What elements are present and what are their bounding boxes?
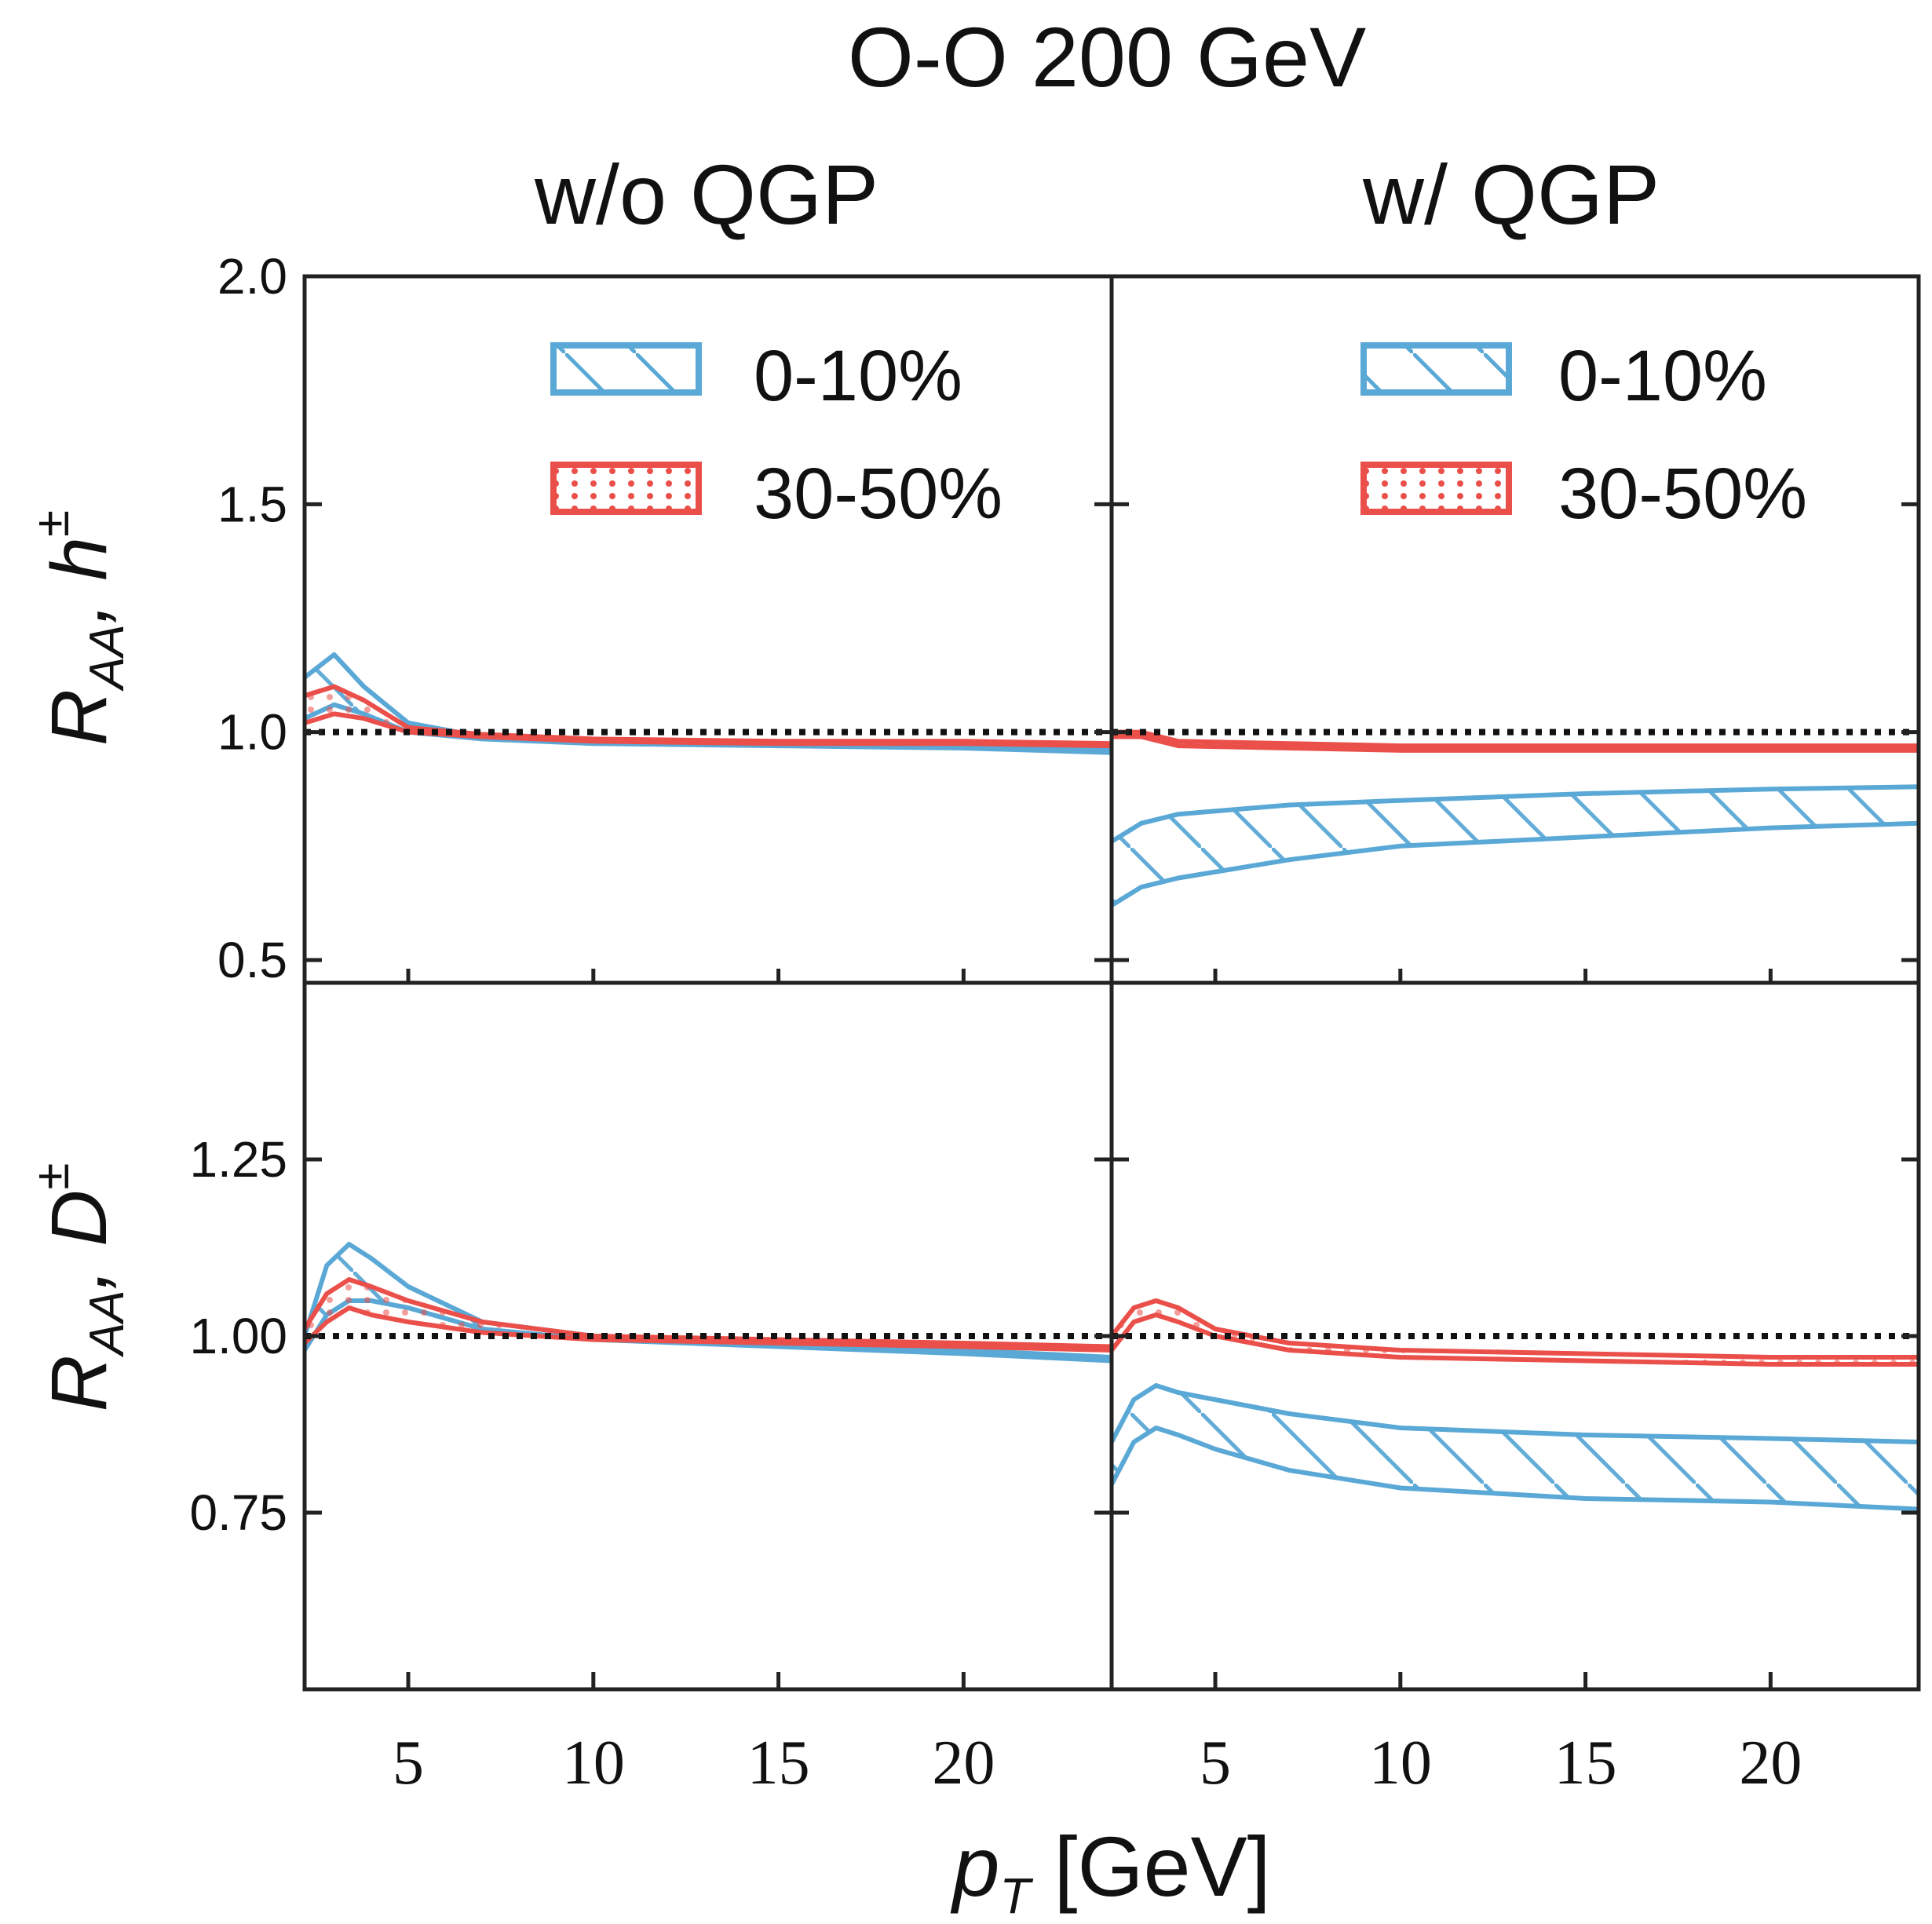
legend-label-30-50: 30-50%	[754, 454, 1003, 534]
y-label-main: R	[35, 1355, 123, 1411]
y-label-main: R	[35, 689, 123, 746]
y-label-sup: ±	[25, 510, 79, 537]
legend-swatch-30-50	[1360, 462, 1512, 515]
panel-D-without-QGP	[305, 1242, 1112, 1364]
panel-h-with-QGP	[1112, 728, 1919, 907]
y-label-sub: AA	[80, 624, 134, 692]
y-label-particle: h	[35, 537, 123, 581]
y-label-sub: AA	[80, 1290, 134, 1358]
band-lower-edge-30-50	[1112, 1312, 1919, 1367]
band-30-50	[1112, 1301, 1919, 1364]
figure-title: O-O 200 GeV	[848, 9, 1366, 104]
x-tick-label: 20	[1739, 1729, 1802, 1798]
x-label-sub: T	[999, 1867, 1033, 1924]
x-label-main: p	[950, 1819, 999, 1914]
x-tick-label: 5	[1200, 1729, 1231, 1798]
y-tick-label: 0.5	[217, 932, 287, 988]
panel-h-without-QGP	[305, 652, 1112, 755]
band-lower-edge-30-50	[1112, 734, 1919, 753]
x-axis-label: pT [GeV]	[950, 1819, 1270, 1924]
y-axis-label-top: RAA, h±	[25, 510, 134, 746]
svg-text:RAA, h±: RAA, h±	[25, 510, 134, 746]
x-tick-label: 10	[562, 1729, 625, 1798]
band-upper-edge-0-10	[1112, 1383, 1919, 1444]
panel-D-with-QGP	[1112, 1298, 1919, 1512]
x-tick-label: 5	[393, 1729, 424, 1798]
band-30-50	[305, 686, 1112, 747]
band-0-10	[1112, 787, 1919, 906]
x-label-rest: [GeV]	[1031, 1819, 1271, 1914]
column-title-without-qgp: w/o QGP	[534, 147, 878, 242]
y-tick-label: 1.00	[189, 1308, 287, 1364]
legend-left: 0-10% 30-50%	[550, 336, 1003, 534]
x-tick-label: 10	[1369, 1729, 1432, 1798]
band-lower-edge-0-10	[1112, 820, 1919, 907]
y-axis-label-bottom: RAA, D±	[25, 1163, 134, 1412]
band-lower-edge-0-10	[1112, 1426, 1919, 1512]
y-tick-label: 1.5	[217, 476, 287, 532]
band-lower-edge-30-50	[305, 711, 1112, 749]
legend-swatch-30-50	[550, 462, 702, 515]
y-label-sup: ±	[25, 1163, 79, 1190]
band-upper-edge-30-50	[1112, 1298, 1919, 1360]
svg-text:RAA, D±: RAA, D±	[25, 1163, 134, 1412]
y-tick-label: 2.0	[217, 248, 287, 305]
legend-swatch-0-10	[550, 342, 702, 396]
y-tick-label: 1.0	[217, 704, 287, 761]
band-lower-edge-30-50	[305, 1305, 1112, 1353]
data-layer	[305, 652, 1919, 1512]
legend-label-30-50: 30-50%	[1558, 454, 1807, 534]
y-tick-label: 1.25	[189, 1131, 287, 1188]
band-0-10	[305, 654, 1112, 753]
legend-swatch-0-10	[1360, 342, 1512, 396]
band-0-10	[1112, 1385, 1919, 1510]
band-upper-edge-30-50	[1112, 729, 1919, 749]
axes-layer: 0.5 1.0 1.5 2.0 0.75 1.00 1.25 5 10 15 20 5 10 15 20	[189, 248, 1921, 1798]
legend-label-0-10: 0-10%	[1558, 336, 1767, 416]
band-upper-edge-0-10	[1112, 784, 1919, 844]
x-tick-label: 20	[932, 1729, 995, 1798]
x-tick-label: 15	[747, 1729, 810, 1798]
band-upper-edge-30-50	[305, 1277, 1112, 1349]
legend-label-0-10: 0-10%	[754, 336, 962, 416]
y-tick-label: 0.75	[189, 1484, 287, 1541]
x-tick-label: 15	[1554, 1729, 1617, 1798]
column-title-with-qgp: w/ QGP	[1362, 147, 1660, 242]
legend-right: 0-10% 30-50%	[1360, 336, 1807, 534]
y-label-particle: D	[35, 1190, 123, 1247]
